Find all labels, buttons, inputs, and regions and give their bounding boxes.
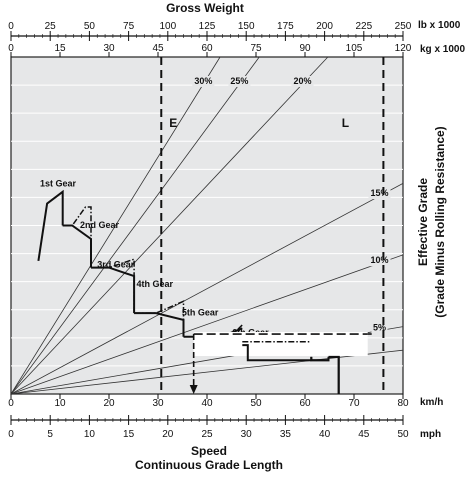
gear-curve-dashdot xyxy=(62,206,92,268)
grade-label-bg xyxy=(228,75,251,87)
grade-label: 15% xyxy=(370,188,388,198)
x-axis-title: Speed xyxy=(191,444,227,458)
lb-tick-label: 25 xyxy=(45,21,57,32)
gear-curve-solid xyxy=(91,266,136,314)
kg-tick-label: 75 xyxy=(250,43,262,54)
lb-tick-label: 200 xyxy=(316,21,333,32)
gear-curve-solid xyxy=(328,355,340,394)
kg-tick-label: 60 xyxy=(201,43,213,54)
kmh-tick-label: 10 xyxy=(54,398,66,409)
grade-line xyxy=(10,56,221,395)
grade-label-bg xyxy=(371,322,388,334)
grade-label-bg xyxy=(192,75,215,87)
y-axis-subtitle: (Grade Minus Rolling Resistance) xyxy=(433,126,447,317)
kg-tick-label: 90 xyxy=(299,43,311,54)
grade-line xyxy=(10,56,329,395)
grade-label: 5% xyxy=(373,323,386,333)
kg-tick-label: 105 xyxy=(346,43,363,54)
gear-curve-solid xyxy=(242,344,312,362)
lb-tick-label: 0 xyxy=(8,21,14,32)
gear-curve-solid xyxy=(37,189,64,262)
reference-label: L xyxy=(342,116,349,130)
grade-label: 25% xyxy=(230,76,248,86)
kmh-tick-label: 20 xyxy=(103,398,115,409)
example-path-layer xyxy=(189,332,372,394)
lb-tick-label: 225 xyxy=(355,21,372,32)
kmh-tick-label: 70 xyxy=(348,398,360,409)
lb-tick-label: 50 xyxy=(84,21,96,32)
grade-label-bg xyxy=(368,188,391,200)
grade-label: 10% xyxy=(370,255,388,265)
mph-tick-label: 45 xyxy=(358,429,370,440)
kmh-tick-label: 50 xyxy=(250,398,262,409)
grade-line xyxy=(10,254,404,395)
lb-tick-label: 100 xyxy=(159,21,176,32)
mph-tick-label: 40 xyxy=(319,429,331,440)
chart-title: Gross Weight xyxy=(166,1,244,15)
x-axis-subtitle: Continuous Grade Length xyxy=(135,458,283,472)
kg-tick-label: 15 xyxy=(54,43,66,54)
gear-curve-solid xyxy=(134,312,185,337)
lb-tick-label: 150 xyxy=(238,21,255,32)
grade-label-bg xyxy=(368,255,391,267)
kmh-tick-label: 30 xyxy=(152,398,164,409)
lb-tick-label: 125 xyxy=(199,21,216,32)
gear-label: 2nd Gear xyxy=(80,220,120,230)
gear-curve-solid xyxy=(310,356,330,362)
mph-tick-label: 35 xyxy=(280,429,292,440)
grade-line xyxy=(10,56,260,395)
gear-label: 4th Gear xyxy=(136,279,173,289)
gear-label: 1st Gear xyxy=(40,179,77,189)
example-band xyxy=(193,332,368,357)
lb-tick-label: 250 xyxy=(395,21,412,32)
lb-unit-label: lb x 1000 xyxy=(418,20,461,31)
grid-layer xyxy=(11,84,403,367)
kmh-tick-label: 80 xyxy=(397,398,409,409)
mph-tick-label: 10 xyxy=(84,429,96,440)
gear-label: 3rd Gear xyxy=(97,260,135,270)
kmh-tick-label: 0 xyxy=(8,398,14,409)
kg-tick-label: 120 xyxy=(395,43,412,54)
mph-tick-label: 30 xyxy=(241,429,253,440)
kmh-tick-label: 40 xyxy=(201,398,213,409)
kmh-tick-label: 60 xyxy=(299,398,311,409)
lb-tick-label: 75 xyxy=(123,21,135,32)
kg-unit-label: kg x 1000 xyxy=(420,44,465,55)
grade-label: 30% xyxy=(194,76,212,86)
gear-label: 5th Gear xyxy=(182,307,219,317)
lb-tick-label: 175 xyxy=(277,21,294,32)
mph-unit-label: mph xyxy=(420,429,441,440)
kg-tick-label: 30 xyxy=(103,43,115,54)
mph-tick-label: 20 xyxy=(162,429,174,440)
grade-label: 20% xyxy=(294,76,312,86)
reference-label: E xyxy=(169,116,177,130)
mph-tick-label: 50 xyxy=(397,429,409,440)
kg-tick-label: 45 xyxy=(152,43,164,54)
grade-line xyxy=(10,183,404,395)
mph-tick-label: 25 xyxy=(201,429,213,440)
gear-curve-solid xyxy=(62,224,92,268)
mph-tick-label: 0 xyxy=(8,429,14,440)
mph-tick-label: 5 xyxy=(47,429,53,440)
mph-tick-label: 15 xyxy=(123,429,135,440)
kg-tick-label: 0 xyxy=(8,43,14,54)
kmh-unit-label: km/h xyxy=(420,397,443,408)
example-arrow-head xyxy=(189,385,198,394)
grade-label-bg xyxy=(291,75,314,87)
y-axis-title: Effective Grade xyxy=(416,178,430,266)
